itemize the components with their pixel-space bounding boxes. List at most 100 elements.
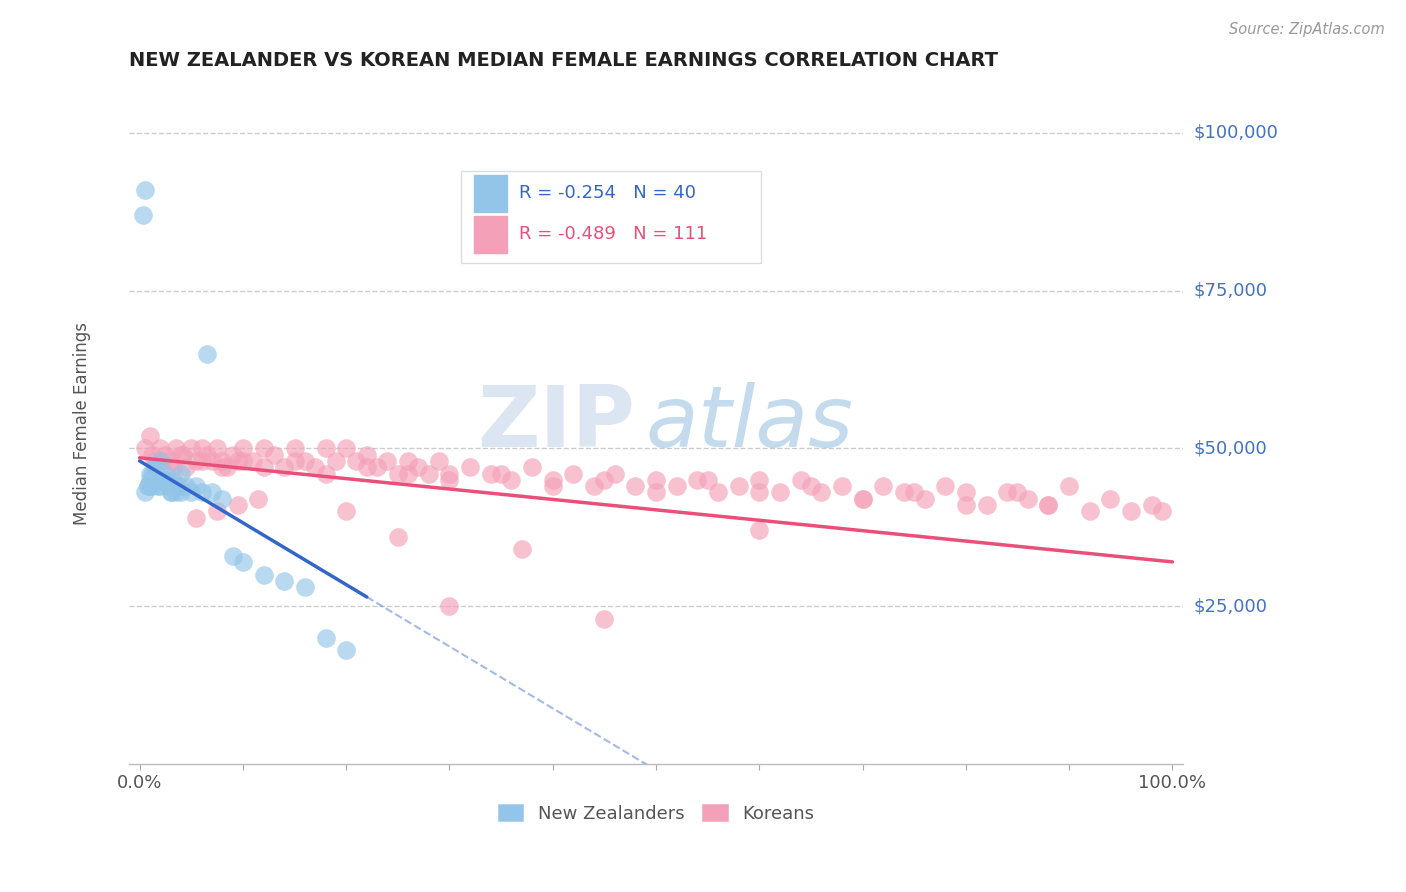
Point [131,208,153,222]
Point [134,485,156,500]
Point [1007,485,1029,500]
Point [356,448,378,462]
Point [190,454,212,468]
Point [769,485,792,500]
Point [934,479,956,493]
Text: $75,000: $75,000 [1194,282,1267,300]
Point [335,442,357,456]
Point [686,473,709,487]
Point [789,473,811,487]
Point [800,479,823,493]
Point [315,442,337,456]
Point [489,467,512,481]
Point [501,473,523,487]
Point [510,542,533,557]
Point [541,473,564,487]
Point [976,498,998,512]
Point [141,479,163,493]
Point [748,473,770,487]
Point [955,498,977,512]
Point [143,460,166,475]
Point [995,485,1018,500]
Bar [474,216,508,253]
Point [914,491,936,506]
Point [1038,498,1060,512]
Point [150,454,173,468]
Point [170,485,193,500]
Point [211,460,233,475]
Point [155,467,177,481]
Point [346,454,368,468]
Point [696,473,718,487]
Point [134,442,156,456]
Point [377,454,399,468]
Point [162,460,184,475]
Point [174,460,197,475]
Point [955,485,977,500]
Point [201,485,224,500]
Point [148,479,170,493]
Point [136,479,159,493]
Point [748,524,770,538]
Point [201,454,224,468]
Point [1140,498,1163,512]
Point [159,454,181,468]
Point [143,454,166,468]
Point [263,448,285,462]
Point [315,467,337,481]
Text: $50,000: $50,000 [1194,440,1267,458]
Point [232,454,254,468]
Point [170,467,193,481]
Point [170,448,193,462]
Point [335,643,357,657]
Point [155,448,177,462]
Point [195,346,218,360]
Point [174,479,197,493]
Point [136,479,159,493]
Point [190,442,212,456]
Point [903,485,925,500]
Point [167,479,190,493]
Point [159,485,181,500]
Point [186,454,208,468]
Point [396,467,419,481]
Point [624,479,647,493]
Point [273,574,295,588]
Point [356,460,378,475]
Point [149,479,172,493]
Point [139,473,162,487]
Point [294,454,316,468]
Point [583,479,606,493]
Text: Median Female Earnings: Median Female Earnings [73,322,91,524]
Point [143,460,166,475]
Point [195,448,218,462]
Point [141,448,163,462]
Point [155,473,177,487]
Point [226,498,249,512]
Point [387,530,409,544]
Point [190,485,212,500]
Point [180,442,202,456]
Point [180,485,202,500]
Point [439,467,461,481]
Point [1152,504,1174,518]
Point [593,473,616,487]
FancyBboxPatch shape [461,171,762,263]
Point [139,467,162,481]
Point [242,454,264,468]
Point [252,460,274,475]
Point [520,460,543,475]
Point [335,504,357,518]
Point [645,485,668,500]
Point [165,442,187,456]
Point [283,454,305,468]
Point [851,491,873,506]
Point [1099,491,1122,506]
Point [232,555,254,569]
Bar [474,175,508,212]
Point [217,460,239,475]
Point [232,442,254,456]
Point [1017,491,1039,506]
Point [427,454,450,468]
Point [831,479,853,493]
